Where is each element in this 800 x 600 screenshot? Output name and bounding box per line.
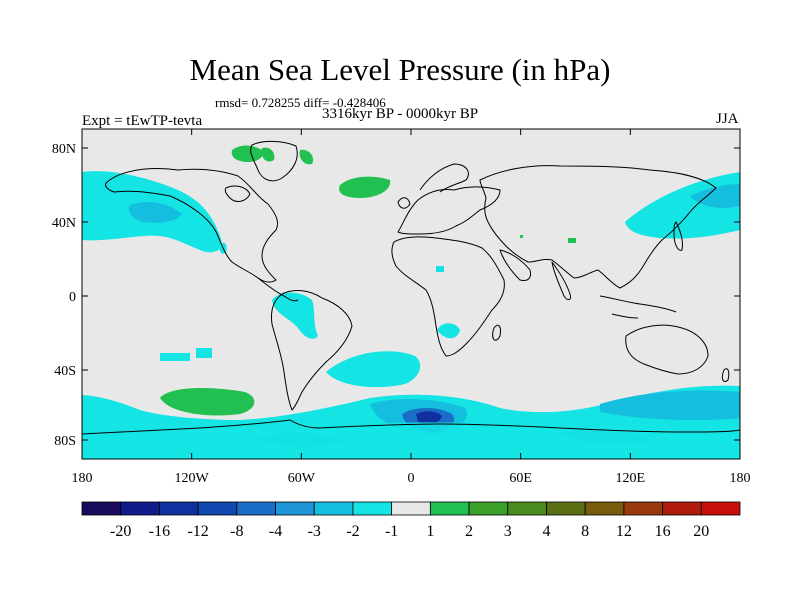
colorbar-swatch bbox=[197, 501, 238, 516]
longitude-axis: 180 120W 60W 0 60E 120E 180 bbox=[72, 129, 751, 486]
colorbar-swatch bbox=[584, 501, 625, 516]
colorbar-swatch bbox=[700, 501, 741, 516]
coastline-indonesia bbox=[599, 295, 677, 319]
stats-label: rmsd= 0.728255 diff= -0.428406 bbox=[215, 95, 386, 110]
anomaly-south-atlantic bbox=[326, 351, 421, 388]
coastline-greenland bbox=[250, 140, 298, 182]
lat-tick-label: 80N bbox=[52, 142, 76, 157]
coastline-africa bbox=[391, 236, 505, 357]
colorbar-swatch bbox=[468, 501, 509, 516]
latitude-axis: 80N 40N 0 40S 80S bbox=[52, 142, 740, 449]
colorbar-swatch bbox=[662, 501, 702, 516]
coastline-japan bbox=[673, 221, 683, 251]
lon-tick-label: 180 bbox=[72, 471, 93, 486]
colorbar-swatch bbox=[623, 501, 663, 516]
coastlines bbox=[81, 140, 741, 435]
colorbar-swatch bbox=[546, 501, 586, 516]
anomaly-northwest-pacific-core bbox=[690, 184, 740, 208]
anomaly-arctic-small bbox=[299, 149, 314, 165]
coastline-scandinavia bbox=[419, 163, 469, 193]
coastline-hudson-bay bbox=[224, 185, 251, 202]
coastline-asia bbox=[479, 165, 717, 289]
colorbar-swatch bbox=[313, 501, 354, 516]
colorbar-swatch bbox=[391, 501, 431, 516]
anomaly-greenland bbox=[231, 145, 264, 162]
colorbar-swatch bbox=[275, 501, 315, 516]
anomaly-fields bbox=[82, 145, 740, 459]
anomaly-antarctic-land bbox=[82, 422, 740, 459]
colorbar-swatch bbox=[352, 501, 393, 516]
anomaly-north-pacific-core bbox=[128, 201, 182, 223]
colorbar-level-label: 16 bbox=[655, 523, 671, 540]
colorbar-swatch bbox=[507, 501, 547, 516]
coastline-europe bbox=[397, 186, 501, 235]
anomaly-south-pacific-small-2 bbox=[196, 348, 212, 358]
colorbar-level-label: -8 bbox=[230, 523, 243, 540]
lat-tick-label: 80S bbox=[54, 434, 76, 449]
coastline-antarctica bbox=[81, 419, 741, 435]
lat-tick-label: 0 bbox=[69, 290, 76, 305]
season-label: JJA bbox=[716, 111, 739, 127]
lat-tick-label: 40S bbox=[54, 364, 76, 379]
colorbar-level-label: 12 bbox=[616, 523, 632, 540]
colorbar-level-label: -20 bbox=[110, 523, 131, 540]
colorbar-swatch bbox=[81, 501, 122, 516]
coastline-new-zealand bbox=[721, 368, 730, 383]
coastline-north-america bbox=[105, 168, 279, 283]
colorbar-level-label: -4 bbox=[269, 523, 282, 540]
coastline-india bbox=[551, 261, 571, 301]
lon-tick-label: 60E bbox=[509, 471, 532, 486]
anomaly-north-atlantic bbox=[339, 176, 391, 198]
lon-tick-label: 180 bbox=[730, 471, 751, 486]
anomaly-antarctic-strongest bbox=[416, 411, 442, 424]
colorbar: -20 -16 -12 -8 -4 -3 -2 -1 1 2 3 4 8 12 16 20 bbox=[81, 501, 741, 540]
period-label: 3316kyr BP - 0000kyr BP bbox=[322, 106, 479, 122]
anomaly-east-pacific bbox=[272, 292, 318, 339]
coastline-arabia bbox=[499, 249, 531, 281]
lat-tick-label: 40N bbox=[52, 216, 76, 231]
anomaly-greenland-east bbox=[261, 147, 275, 162]
colorbar-level-label: 2 bbox=[465, 523, 473, 540]
anomaly-arabia bbox=[520, 235, 523, 238]
coastline-south-america bbox=[271, 290, 353, 411]
colorbar-level-label: -12 bbox=[187, 523, 208, 540]
anomaly-south-pacific-small-1 bbox=[160, 353, 190, 361]
colorbar-level-label: 1 bbox=[426, 523, 434, 540]
coastline-madagascar bbox=[492, 324, 501, 341]
lon-tick-label: 120E bbox=[616, 471, 646, 486]
coastline-british-isles bbox=[397, 197, 411, 209]
colorbar-level-label: -3 bbox=[308, 523, 321, 540]
anomaly-west-africa bbox=[436, 266, 444, 272]
map-title: Mean Sea Level Pressure (in hPa) bbox=[189, 52, 611, 87]
lon-tick-label: 60W bbox=[288, 471, 316, 486]
colorbar-level-label: -2 bbox=[346, 523, 359, 540]
lon-tick-label: 0 bbox=[408, 471, 415, 486]
lon-tick-label: 120W bbox=[175, 471, 210, 486]
colorbar-level-label: -16 bbox=[149, 523, 170, 540]
colorbar-level-label: 3 bbox=[504, 523, 512, 540]
anomaly-central-asia bbox=[568, 238, 576, 243]
anomaly-southern-ocean-mid-3 bbox=[600, 390, 740, 420]
colorbar-level-label: 8 bbox=[581, 523, 589, 540]
colorbar-swatch bbox=[120, 501, 160, 516]
colorbar-level-label: 20 bbox=[693, 523, 709, 540]
experiment-label: Expt = tEwTP-tevta bbox=[82, 113, 203, 129]
colorbar-swatch bbox=[159, 501, 199, 516]
coastline-australia bbox=[625, 324, 709, 375]
colorbar-swatch bbox=[429, 501, 470, 516]
anomaly-south-pacific-positive bbox=[160, 388, 255, 416]
colorbar-level-label: 4 bbox=[542, 523, 550, 540]
anomaly-south-africa-east bbox=[437, 323, 460, 339]
coastline-central-america bbox=[257, 277, 299, 302]
colorbar-swatch bbox=[236, 501, 276, 516]
colorbar-level-label: -1 bbox=[385, 523, 398, 540]
